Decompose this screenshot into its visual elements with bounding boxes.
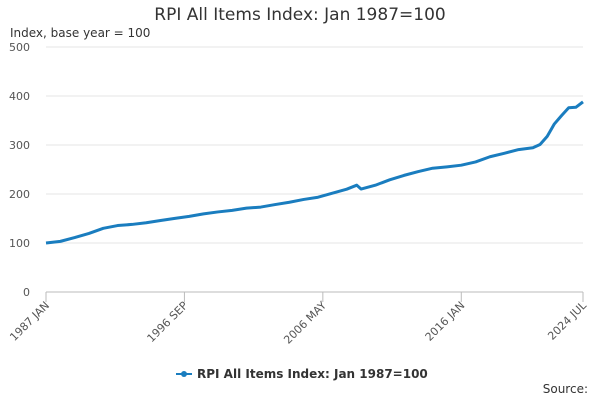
data-line	[45, 100, 584, 245]
source: Source:	[543, 382, 588, 396]
legend-marker	[181, 371, 187, 377]
x-tick-label: 2016 JAN	[423, 299, 468, 344]
y-tick-label: 200	[9, 188, 30, 201]
y-tick-label: 500	[9, 41, 30, 54]
chart-title: RPI All Items Index: Jan 1987=100	[154, 5, 445, 25]
y-tick-label: 400	[9, 90, 30, 103]
chart-subtitle: Index, base year = 100	[10, 26, 150, 40]
y-tick-label: 0	[23, 286, 30, 299]
y-tick-label: 300	[9, 139, 30, 152]
x-tick-label: 2006 MAY	[281, 299, 329, 347]
legend-label: RPI All Items Index: Jan 1987=100	[197, 367, 428, 381]
y-tick-label: 100	[9, 237, 30, 250]
x-tick-label: 2024 JUL	[545, 298, 589, 342]
x-tick-label: 1996 SEP	[145, 299, 191, 345]
x-tick-label: 1987 JAN	[7, 299, 52, 344]
